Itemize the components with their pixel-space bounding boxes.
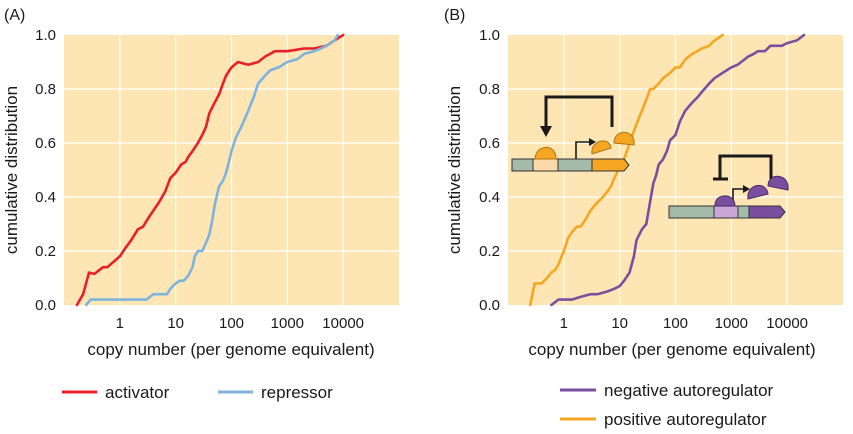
gridlines-a	[64, 35, 399, 305]
y-tick-label: 0.2	[35, 243, 56, 260]
negative-repressor-protein-1	[747, 184, 769, 200]
x-tick-label: 10	[611, 315, 628, 332]
series-a	[75, 33, 345, 307]
y-tick-label: 0.4	[479, 189, 500, 206]
x-tick-label: 1	[560, 315, 568, 332]
negative-gene-arrow	[748, 205, 786, 219]
y-tick-label: 0.8	[35, 81, 56, 98]
y-tick-label: 1.0	[35, 27, 56, 44]
y-tick-label: 0.6	[479, 135, 500, 152]
x-tick-label: 10000	[322, 315, 364, 332]
y-ticks-a: 0.0 0.2 0.4 0.6 0.8 1.0	[35, 27, 56, 314]
y-tick-label: 1.0	[479, 27, 500, 44]
x-tick-label: 100	[219, 315, 244, 332]
legend-label-repressor: repressor	[261, 383, 333, 402]
negative-repressor-protein-bound	[714, 195, 736, 207]
positive-activator-protein-bound	[534, 146, 557, 160]
positive-binding-site	[532, 158, 559, 172]
panel-b: (B) 0.0 0.2 0.4 0.6 0.8 1.0 1 10 100 1000 10000	[444, 7, 843, 429]
x-tick-label: 1000	[271, 315, 304, 332]
x-ticks-b: 1 10 100 1000 10000	[560, 315, 808, 332]
panel-label-b: (B)	[444, 7, 465, 24]
series-line-repressor	[84, 33, 340, 307]
positive-promoter-arrowhead-icon	[589, 138, 596, 146]
gridlines-b	[508, 35, 843, 305]
y-tick-label: 0.4	[35, 189, 56, 206]
y-tick-label: 0.0	[479, 297, 500, 314]
negative-repressor-protein-2	[767, 175, 789, 191]
y-tick-label: 0.8	[479, 81, 500, 98]
x-tick-label: 1	[116, 315, 124, 332]
y-axis-label-a: cumulative distribution	[2, 86, 21, 254]
y-tick-label: 0.0	[35, 297, 56, 314]
legend-b: negative autoregulator positive autoregu…	[560, 381, 774, 429]
series-line-activator	[75, 33, 345, 307]
x-axis-label-a: copy number (per genome equivalent)	[87, 340, 374, 359]
positive-promoter-arrow	[575, 141, 590, 159]
y-ticks-b: 0.0 0.2 0.4 0.6 0.8 1.0	[479, 27, 500, 314]
panel-label-a: (A)	[4, 7, 25, 24]
y-axis-label-b: cumulative distribution	[445, 86, 464, 254]
legend-label-negative-autoregulator: negative autoregulator	[604, 381, 774, 400]
x-tick-label: 1000	[715, 315, 748, 332]
negative-promoter-arrowhead-icon	[743, 185, 750, 193]
positive-activator-protein-1	[591, 140, 612, 155]
positive-autoregulation-diagram	[511, 95, 635, 172]
positive-feedback-arrow	[544, 95, 614, 128]
positive-feedback-arrowhead-icon	[540, 126, 552, 137]
positive-gene-arrow	[591, 158, 630, 172]
x-tick-label: 10	[167, 315, 184, 332]
x-ticks-a: 1 10 100 1000 10000	[116, 315, 364, 332]
negative-binding-site	[713, 205, 739, 219]
series-line-negative-autoregulator	[550, 33, 806, 307]
legend-label-positive-autoregulator: positive autoregulator	[604, 410, 767, 429]
negative-autoregulation-diagram	[668, 154, 789, 219]
legend-a: activator repressor	[62, 383, 333, 402]
x-tick-label: 100	[663, 315, 688, 332]
legend-label-activator: activator	[105, 383, 170, 402]
negative-feedback-arrow	[718, 154, 773, 179]
panel-a: (A) 0.0 0.2 0.4 0.6 0.8 1.0 1 10 100 1000 10000 c…	[2, 7, 399, 402]
y-tick-label: 0.6	[35, 135, 56, 152]
positive-activator-protein-2	[613, 131, 635, 146]
x-tick-label: 10000	[766, 315, 808, 332]
x-axis-label-b: copy number (per genome equivalent)	[528, 340, 815, 359]
y-tick-label: 0.2	[479, 243, 500, 260]
